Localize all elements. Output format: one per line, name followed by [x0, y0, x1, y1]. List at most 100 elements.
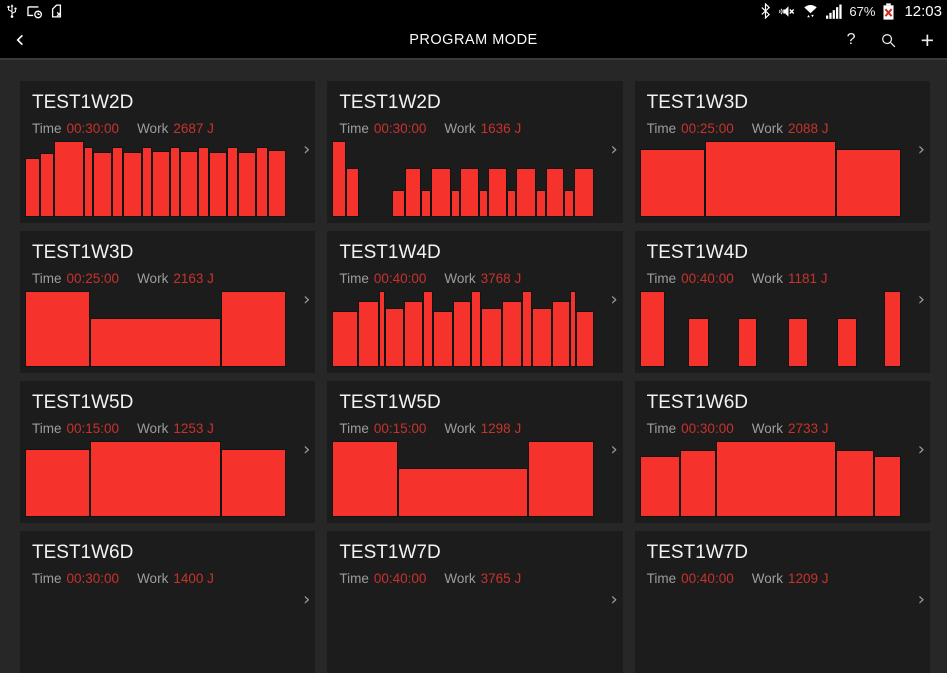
program-bar-chart — [640, 591, 901, 667]
bar — [332, 441, 398, 517]
bar — [25, 157, 41, 217]
bar — [478, 190, 489, 217]
no-sim-icon — [50, 3, 63, 19]
bar — [179, 150, 199, 217]
program-bar-chart — [25, 291, 287, 367]
work-value: 3765 J — [480, 571, 522, 586]
program-meta: Time 00:40:00 Work 1181 J — [635, 264, 930, 286]
program-card[interactable]: TEST1W3D Time 00:25:00 Work 2163 J › — [20, 231, 316, 373]
time-value: 00:40:00 — [681, 571, 734, 586]
bar — [450, 190, 461, 217]
bar — [346, 167, 360, 217]
bar — [873, 456, 901, 517]
program-meta: Time 00:15:00 Work 1298 J — [327, 414, 622, 436]
time-label: Time — [339, 571, 369, 586]
program-title: TEST1W6D — [32, 542, 134, 563]
help-button[interactable]: ? — [846, 31, 856, 48]
time-value: 00:15:00 — [66, 421, 120, 436]
work-label: Work — [137, 571, 169, 586]
bar — [688, 317, 710, 367]
work-value: 1181 J — [787, 271, 828, 286]
program-title: TEST1W7D — [339, 542, 441, 563]
bar — [883, 291, 901, 367]
program-card[interactable]: TEST1W3D Time 00:25:00 Work 2088 J › — [634, 81, 930, 223]
time-value: 00:30:00 — [681, 421, 734, 436]
bar — [25, 448, 91, 517]
time-label: Time — [32, 121, 62, 136]
time-value: 00:25:00 — [681, 121, 734, 136]
add-program-button[interactable]: + — [920, 26, 934, 53]
chevron-right-icon[interactable]: › — [610, 439, 618, 460]
program-card[interactable]: TEST1W4D Time 00:40:00 Work 3768 J › — [327, 231, 623, 373]
program-card[interactable]: TEST1W7D Time 00:40:00 Work 1209 J › — [634, 531, 930, 673]
work-value: 2687 J — [173, 121, 214, 136]
program-card[interactable]: TEST1W6D Time 00:30:00 Work 1400 J › — [20, 531, 316, 673]
program-meta: Time 00:40:00 Work 1209 J — [635, 564, 930, 586]
bar — [332, 141, 347, 217]
bar — [237, 151, 257, 217]
program-card[interactable]: TEST1W4D Time 00:40:00 Work 1181 J › — [634, 231, 930, 373]
program-meta: Time 00:25:00 Work 2088 J — [635, 114, 930, 136]
program-title: TEST1W3D — [32, 242, 134, 263]
chevron-right-icon[interactable]: › — [917, 439, 925, 460]
search-icon[interactable] — [880, 32, 897, 49]
work-label: Work — [444, 421, 476, 436]
program-bar-chart — [25, 141, 287, 217]
chevron-right-icon[interactable]: › — [917, 289, 925, 310]
bar — [53, 141, 84, 217]
bar — [570, 291, 576, 367]
bar — [332, 310, 359, 367]
program-card[interactable]: TEST1W5D Time 00:15:00 Work 1298 J › — [327, 381, 623, 523]
chevron-right-icon[interactable]: › — [610, 139, 618, 160]
bar — [453, 300, 472, 367]
mute-icon — [778, 4, 795, 19]
work-label: Work — [751, 271, 783, 286]
program-title: TEST1W5D — [32, 392, 134, 413]
chevron-right-icon[interactable]: › — [610, 589, 618, 610]
back-button[interactable] — [13, 31, 28, 49]
bar — [704, 141, 836, 217]
signal-strength-icon — [826, 4, 843, 19]
program-title: TEST1W4D — [646, 242, 749, 263]
bar — [421, 190, 431, 217]
work-label: Work — [751, 571, 783, 586]
chevron-right-icon[interactable]: › — [610, 289, 618, 310]
bar — [545, 167, 565, 217]
chevron-right-icon[interactable]: › — [303, 289, 311, 310]
program-card[interactable]: TEST1W2D Time 00:30:00 Work 2687 J › — [20, 81, 316, 223]
chevron-right-icon[interactable]: › — [917, 589, 925, 610]
bar — [392, 190, 405, 217]
bar — [385, 308, 405, 367]
bar — [152, 150, 170, 217]
program-meta: Time 00:25:00 Work 2163 J — [20, 264, 315, 286]
chevron-right-icon[interactable]: › — [303, 589, 311, 610]
program-card[interactable]: TEST1W5D Time 00:15:00 Work 1253 J › — [20, 381, 316, 523]
time-value: 00:30:00 — [66, 121, 120, 136]
program-meta: Time 00:30:00 Work 2687 J — [20, 114, 315, 136]
bluetooth-icon — [760, 3, 771, 19]
bar — [835, 450, 874, 517]
time-value: 00:40:00 — [681, 271, 734, 286]
bar — [198, 147, 209, 217]
status-left-icons — [5, 3, 63, 19]
time-label: Time — [646, 121, 677, 136]
program-bar-chart — [25, 441, 287, 517]
bar — [220, 448, 287, 517]
work-label: Work — [444, 271, 476, 286]
program-card[interactable]: TEST1W2D Time 00:30:00 Work 1636 J › — [327, 81, 623, 223]
bar — [521, 291, 532, 367]
chevron-right-icon[interactable]: › — [303, 139, 311, 160]
bar — [639, 148, 705, 217]
chevron-right-icon[interactable]: › — [303, 439, 311, 460]
program-card[interactable]: TEST1W7D Time 00:40:00 Work 3765 J › — [327, 531, 623, 673]
bar — [575, 310, 594, 367]
work-value: 1209 J — [787, 571, 829, 586]
bar — [227, 147, 238, 217]
bar — [267, 150, 287, 217]
chevron-right-icon[interactable]: › — [917, 139, 925, 160]
bar — [501, 300, 522, 367]
bar — [835, 148, 901, 217]
bar — [379, 291, 385, 367]
time-value: 00:40:00 — [373, 271, 427, 286]
program-card[interactable]: TEST1W6D Time 00:30:00 Work 2733 J › — [634, 381, 930, 523]
